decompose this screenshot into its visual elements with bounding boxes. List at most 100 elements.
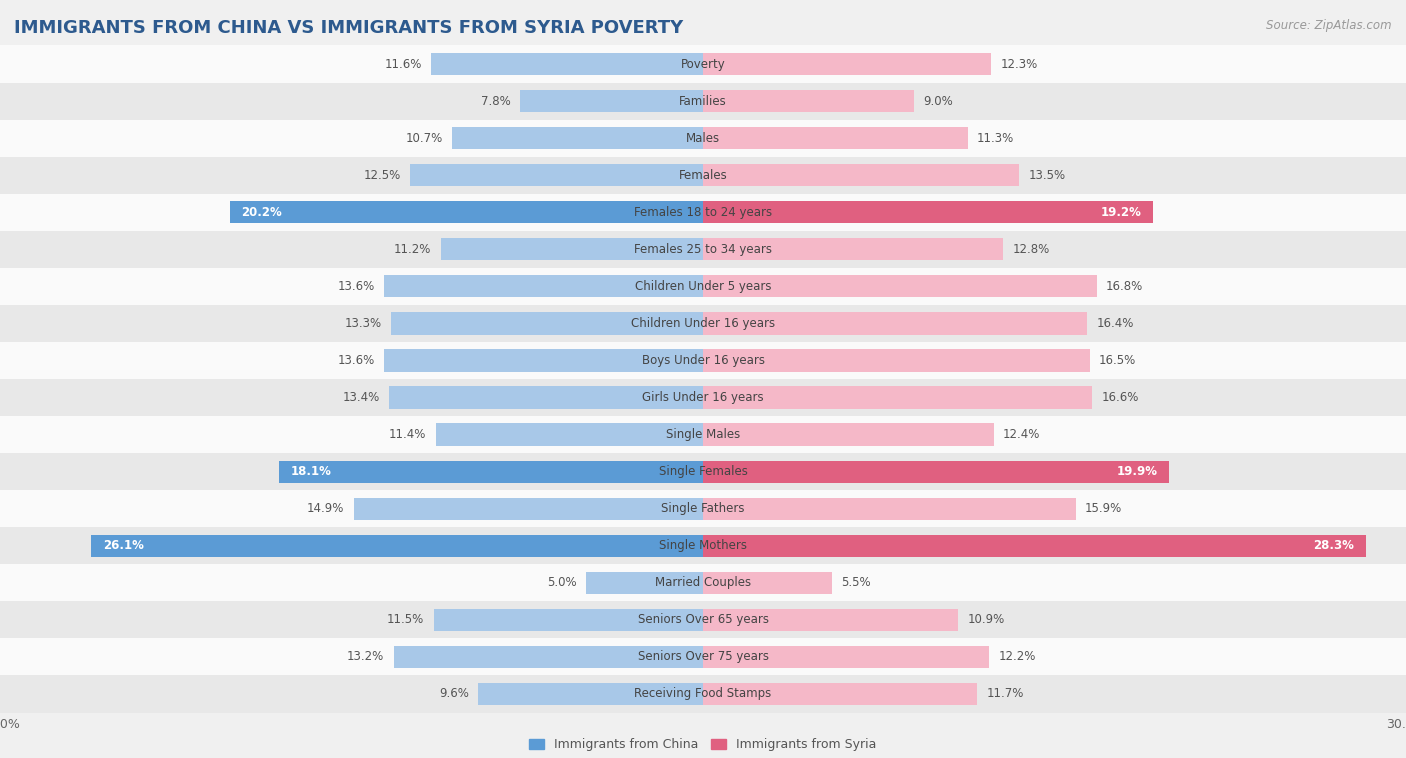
Text: 11.5%: 11.5% — [387, 613, 425, 626]
Text: 12.3%: 12.3% — [1001, 58, 1038, 70]
Bar — [0, 564, 1406, 601]
Text: 5.5%: 5.5% — [841, 576, 870, 589]
Bar — [703, 349, 1090, 371]
Text: 19.9%: 19.9% — [1116, 465, 1157, 478]
Text: Single Mothers: Single Mothers — [659, 539, 747, 553]
Text: 13.3%: 13.3% — [344, 317, 382, 330]
Text: 13.6%: 13.6% — [337, 280, 375, 293]
Text: 16.4%: 16.4% — [1097, 317, 1135, 330]
Bar — [703, 461, 1170, 483]
Text: Receiving Food Stamps: Receiving Food Stamps — [634, 688, 772, 700]
Text: 26.1%: 26.1% — [103, 539, 143, 553]
Bar — [0, 268, 1406, 305]
Text: 11.4%: 11.4% — [389, 428, 426, 441]
Text: 11.6%: 11.6% — [384, 58, 422, 70]
Bar — [453, 127, 703, 149]
Bar — [389, 387, 703, 409]
Text: 11.7%: 11.7% — [987, 688, 1024, 700]
Bar — [703, 424, 994, 446]
Text: Children Under 16 years: Children Under 16 years — [631, 317, 775, 330]
Bar — [0, 379, 1406, 416]
Text: 12.2%: 12.2% — [998, 650, 1036, 663]
Bar — [440, 238, 703, 261]
Text: 12.4%: 12.4% — [1002, 428, 1040, 441]
Bar — [703, 312, 1087, 334]
Text: 15.9%: 15.9% — [1085, 503, 1122, 515]
Bar — [411, 164, 703, 186]
Bar — [0, 230, 1406, 268]
Bar — [703, 238, 1002, 261]
Bar — [703, 646, 988, 668]
Text: 16.6%: 16.6% — [1101, 391, 1139, 404]
Text: 10.7%: 10.7% — [406, 132, 443, 145]
Text: 9.0%: 9.0% — [924, 95, 953, 108]
Bar — [0, 638, 1406, 675]
Bar — [586, 572, 703, 594]
Bar — [703, 275, 1097, 297]
Bar — [0, 83, 1406, 120]
Bar — [91, 534, 703, 557]
Text: Seniors Over 65 years: Seniors Over 65 years — [637, 613, 769, 626]
Bar — [0, 601, 1406, 638]
Bar — [703, 534, 1367, 557]
Text: Seniors Over 75 years: Seniors Over 75 years — [637, 650, 769, 663]
Text: 11.3%: 11.3% — [977, 132, 1014, 145]
Text: 12.8%: 12.8% — [1012, 243, 1049, 255]
Text: Females 18 to 24 years: Females 18 to 24 years — [634, 205, 772, 219]
Text: Single Males: Single Males — [666, 428, 740, 441]
Text: Source: ZipAtlas.com: Source: ZipAtlas.com — [1267, 19, 1392, 32]
Bar — [0, 528, 1406, 564]
Bar — [384, 275, 703, 297]
Bar — [703, 683, 977, 705]
Bar — [703, 497, 1076, 520]
Bar — [520, 90, 703, 112]
Text: 13.5%: 13.5% — [1029, 169, 1066, 182]
Text: 12.5%: 12.5% — [364, 169, 401, 182]
Bar — [391, 312, 703, 334]
Text: Females 25 to 34 years: Females 25 to 34 years — [634, 243, 772, 255]
Bar — [0, 120, 1406, 157]
Bar — [278, 461, 703, 483]
Bar — [433, 609, 703, 631]
Bar — [703, 127, 967, 149]
Bar — [703, 387, 1092, 409]
Bar — [229, 201, 703, 224]
Text: 28.3%: 28.3% — [1313, 539, 1354, 553]
Text: Single Fathers: Single Fathers — [661, 503, 745, 515]
Bar — [703, 53, 991, 75]
Bar — [354, 497, 703, 520]
Text: IMMIGRANTS FROM CHINA VS IMMIGRANTS FROM SYRIA POVERTY: IMMIGRANTS FROM CHINA VS IMMIGRANTS FROM… — [14, 19, 683, 37]
Text: 19.2%: 19.2% — [1101, 205, 1142, 219]
Text: Poverty: Poverty — [681, 58, 725, 70]
Text: 13.2%: 13.2% — [347, 650, 384, 663]
Text: Females: Females — [679, 169, 727, 182]
Bar — [0, 45, 1406, 83]
Text: 7.8%: 7.8% — [481, 95, 510, 108]
Text: 20.2%: 20.2% — [242, 205, 283, 219]
Bar — [703, 201, 1153, 224]
Bar — [432, 53, 703, 75]
Bar — [436, 424, 703, 446]
Text: Families: Families — [679, 95, 727, 108]
Bar — [0, 194, 1406, 230]
Bar — [703, 90, 914, 112]
Bar — [0, 157, 1406, 194]
Text: Children Under 5 years: Children Under 5 years — [634, 280, 772, 293]
Text: Boys Under 16 years: Boys Under 16 years — [641, 354, 765, 367]
Bar — [0, 305, 1406, 342]
Bar — [703, 609, 959, 631]
Text: Single Females: Single Females — [658, 465, 748, 478]
Text: 9.6%: 9.6% — [439, 688, 468, 700]
Text: 13.6%: 13.6% — [337, 354, 375, 367]
Text: 14.9%: 14.9% — [307, 503, 344, 515]
Text: Males: Males — [686, 132, 720, 145]
Bar — [0, 342, 1406, 379]
Bar — [0, 490, 1406, 528]
Bar — [703, 572, 832, 594]
Text: 18.1%: 18.1% — [291, 465, 332, 478]
Text: 10.9%: 10.9% — [967, 613, 1005, 626]
Bar — [0, 453, 1406, 490]
Bar — [478, 683, 703, 705]
Bar — [0, 675, 1406, 713]
Text: 11.2%: 11.2% — [394, 243, 432, 255]
